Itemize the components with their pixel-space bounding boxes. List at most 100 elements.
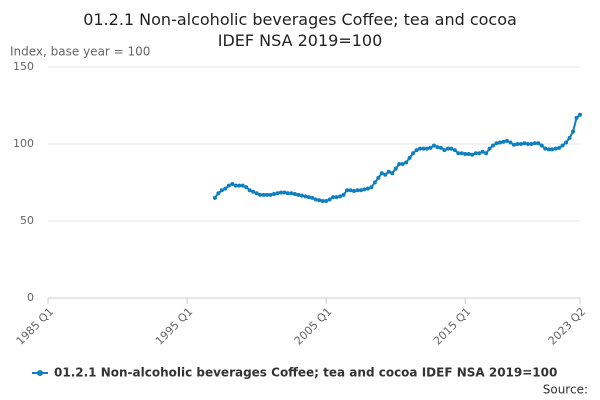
data-point	[299, 193, 304, 198]
data-point	[425, 146, 430, 151]
data-point	[564, 140, 569, 145]
y-tick-label: 150	[13, 60, 34, 73]
data-point	[525, 142, 530, 146]
legend-label: 01.2.1 Non-alcoholic beverages Coffee; t…	[54, 366, 557, 380]
data-point	[511, 142, 516, 147]
data-point	[310, 195, 315, 200]
data-point	[226, 183, 231, 188]
data-point	[550, 147, 555, 152]
data-point	[421, 146, 426, 151]
data-point	[348, 188, 353, 193]
data-point	[574, 115, 579, 120]
data-point	[306, 195, 311, 200]
data-point	[480, 149, 485, 154]
data-point	[351, 188, 356, 193]
data-point	[431, 143, 436, 148]
data-point	[296, 192, 301, 197]
data-point	[567, 135, 572, 140]
y-tick-label: 50	[20, 214, 34, 227]
data-point	[404, 160, 409, 165]
data-point	[219, 188, 224, 193]
data-point	[418, 146, 423, 151]
x-tick-label: 1985 Q1	[14, 305, 57, 348]
data-point	[428, 145, 433, 150]
data-point	[338, 194, 343, 199]
x-tick-label: 2023 Q2	[546, 305, 589, 348]
data-point	[560, 143, 565, 148]
data-point	[438, 145, 443, 150]
data-point	[529, 142, 534, 146]
data-point	[247, 188, 252, 193]
data-point	[216, 191, 221, 196]
data-point	[265, 192, 270, 197]
data-point	[365, 186, 370, 191]
data-point	[546, 147, 551, 152]
data-point	[268, 192, 273, 197]
data-point	[435, 145, 440, 150]
data-point	[285, 191, 290, 196]
data-point	[320, 198, 325, 203]
data-point	[278, 190, 283, 195]
data-point	[470, 152, 475, 157]
data-point	[362, 187, 367, 192]
data-point	[501, 139, 506, 144]
data-point	[292, 192, 297, 197]
data-point	[324, 198, 329, 203]
data-point	[532, 141, 537, 146]
data-point	[442, 148, 447, 153]
data-point	[536, 141, 541, 146]
x-tick-label: 2005 Q1	[292, 305, 335, 348]
data-point	[484, 151, 489, 156]
data-point	[223, 186, 228, 191]
data-point	[508, 140, 513, 145]
data-point	[539, 143, 544, 148]
data-point	[386, 169, 391, 174]
data-point	[244, 185, 249, 190]
data-point	[553, 146, 558, 151]
data-point	[341, 192, 346, 197]
data-point	[345, 188, 350, 193]
data-point	[282, 190, 287, 195]
data-point	[578, 112, 582, 117]
data-point	[355, 188, 360, 193]
data-point	[463, 152, 468, 157]
data-point	[411, 151, 416, 156]
data-point	[313, 197, 318, 202]
data-point	[491, 143, 496, 148]
data-point	[275, 191, 280, 196]
data-point	[331, 195, 336, 200]
data-point	[212, 195, 217, 200]
data-point	[272, 192, 277, 197]
data-point	[261, 192, 266, 197]
series-line	[214, 113, 581, 202]
source: Source:	[543, 383, 588, 397]
data-point	[393, 166, 398, 171]
data-point	[445, 146, 450, 151]
data-point	[498, 140, 503, 145]
data-point	[397, 162, 402, 167]
data-point	[452, 148, 457, 153]
data-point	[414, 148, 419, 153]
data-point	[334, 195, 339, 200]
data-point	[230, 182, 235, 187]
data-point	[400, 162, 405, 167]
legend-marker	[37, 370, 43, 376]
data-point	[240, 183, 245, 188]
data-point	[358, 188, 363, 193]
data-point	[522, 141, 527, 146]
data-point	[390, 171, 395, 176]
data-point	[456, 151, 461, 156]
y-tick-label: 100	[13, 137, 34, 150]
data-point	[543, 146, 548, 151]
data-point	[477, 151, 482, 156]
data-point	[251, 189, 256, 194]
data-point	[233, 183, 238, 188]
data-point	[515, 142, 520, 146]
data-point	[557, 145, 562, 150]
data-point	[449, 146, 454, 151]
y-axis-label: Index, base year = 100	[10, 45, 150, 59]
data-point	[473, 151, 478, 156]
data-point	[237, 183, 242, 188]
data-point	[383, 172, 388, 177]
